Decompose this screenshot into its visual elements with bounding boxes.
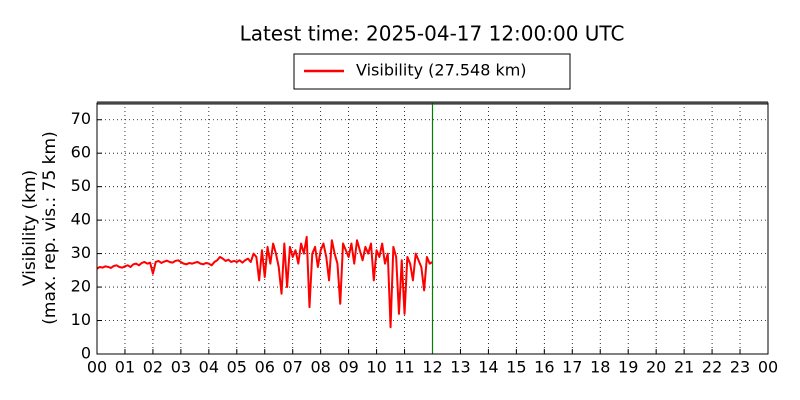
legend-label: Visibility (27.548 km) [356, 61, 527, 80]
x-tick-label: 21 [674, 358, 694, 377]
x-tick-label: 20 [646, 358, 666, 377]
x-tick-label: 12 [422, 358, 442, 377]
x-tick-label: 00 [758, 358, 778, 377]
y-tick-label: 50 [71, 176, 91, 195]
x-tick-label: 08 [310, 358, 330, 377]
x-tick-label: 18 [590, 358, 610, 377]
x-tick-label: 23 [730, 358, 750, 377]
y-tick-label: 40 [71, 210, 91, 229]
x-tick-label: 15 [506, 358, 526, 377]
x-tick-label: 17 [562, 358, 582, 377]
x-tick-label: 02 [143, 358, 163, 377]
y-tick-label: 60 [71, 143, 91, 162]
x-tick-label: 10 [366, 358, 386, 377]
x-tick-label: 19 [618, 358, 638, 377]
x-tick-label: 13 [450, 358, 470, 377]
x-tick-label: 06 [255, 358, 275, 377]
y-tick-label: 70 [71, 109, 91, 128]
x-tick-label: 07 [283, 358, 303, 377]
y-tick-label: 0 [81, 344, 91, 363]
y-tick-label: 10 [71, 310, 91, 329]
y-axis-label: (max. rep. vis.: 75 km) [40, 131, 60, 324]
data-line [96, 235, 434, 329]
x-tick-label: 22 [702, 358, 722, 377]
x-tick-label: 05 [227, 358, 247, 377]
x-tick-label: 00 [87, 358, 107, 377]
y-axis-label: Visibility (km) [20, 170, 40, 286]
x-tick-label: 09 [338, 358, 358, 377]
x-tick-label: 04 [199, 358, 219, 377]
plot-frame [96, 102, 769, 355]
x-tick-label: 03 [171, 358, 191, 377]
x-tick-label: 11 [394, 358, 414, 377]
x-tick-label: 16 [534, 358, 554, 377]
y-tick-label: 30 [71, 243, 91, 262]
x-tick-label: 01 [115, 358, 135, 377]
y-tick-label: 20 [71, 277, 91, 296]
chart-title: Latest time: 2025-04-17 12:00:00 UTC [240, 22, 625, 46]
x-tick-label: 14 [478, 358, 498, 377]
